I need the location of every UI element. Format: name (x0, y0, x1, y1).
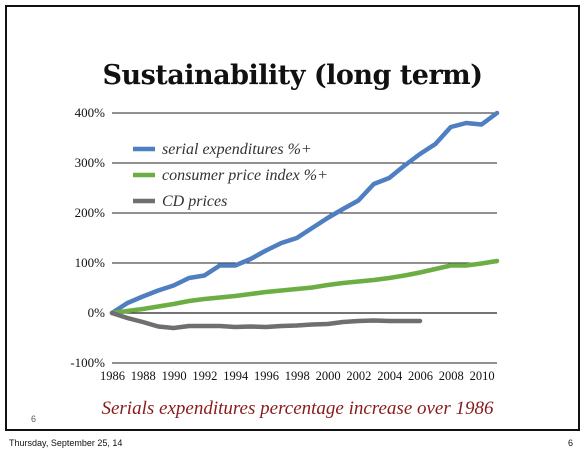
y-tick-label: 0% (88, 305, 106, 320)
x-tick-label: 2008 (439, 369, 464, 383)
x-tick-label: 2010 (470, 369, 495, 383)
x-tick-label: 2000 (316, 369, 341, 383)
y-tick-label: -100% (70, 355, 105, 370)
series-line-1 (109, 258, 500, 316)
slide-number-small: 6 (31, 414, 37, 424)
legend-label: serial expenditures %+ (162, 141, 312, 158)
y-tick-label: 200% (75, 205, 106, 220)
x-tick-label: 2002 (346, 369, 371, 383)
chart-series (109, 110, 500, 331)
slide-frame (5, 5, 580, 431)
footer-page-number: 6 (567, 438, 573, 448)
x-tick-label: 2006 (408, 369, 433, 383)
series-line-2 (109, 310, 423, 331)
slide-title: Sustainability (long term) (102, 60, 483, 91)
chart-legend: serial expenditures %+ consumer price ind… (133, 141, 328, 210)
x-tick-label: 1992 (192, 369, 217, 383)
footer-date: Thursday, September 25, 14 (9, 438, 123, 448)
slide-caption: Serials expenditures percentage increase… (101, 398, 494, 419)
y-tick-label: 100% (75, 255, 106, 270)
x-tick-label: 1994 (223, 369, 249, 383)
x-tick-label: 2004 (377, 369, 403, 383)
x-tick-label: 1998 (285, 369, 310, 383)
x-tick-label: 1996 (254, 369, 279, 383)
series-line-0 (109, 110, 500, 316)
y-tick-label: 300% (75, 155, 106, 170)
x-tick-label: 1990 (162, 369, 187, 383)
chart-gridlines (112, 112, 497, 364)
footer-bar: Thursday, September 25, 14 6 (0, 433, 585, 461)
x-tick-label: 1986 (100, 369, 125, 383)
legend-label: CD prices (162, 193, 227, 210)
x-tick-label: 1988 (131, 369, 156, 383)
y-tick-label: 400% (75, 105, 106, 120)
x-axis-ticks: 1986 1988 1990 1992 1994 1996 1998 2000 2002 2004… (100, 369, 495, 383)
legend-label: consumer price index %+ (162, 167, 328, 184)
y-axis-ticks: 400% 300% 200% 100% 0% -100% (70, 105, 105, 370)
